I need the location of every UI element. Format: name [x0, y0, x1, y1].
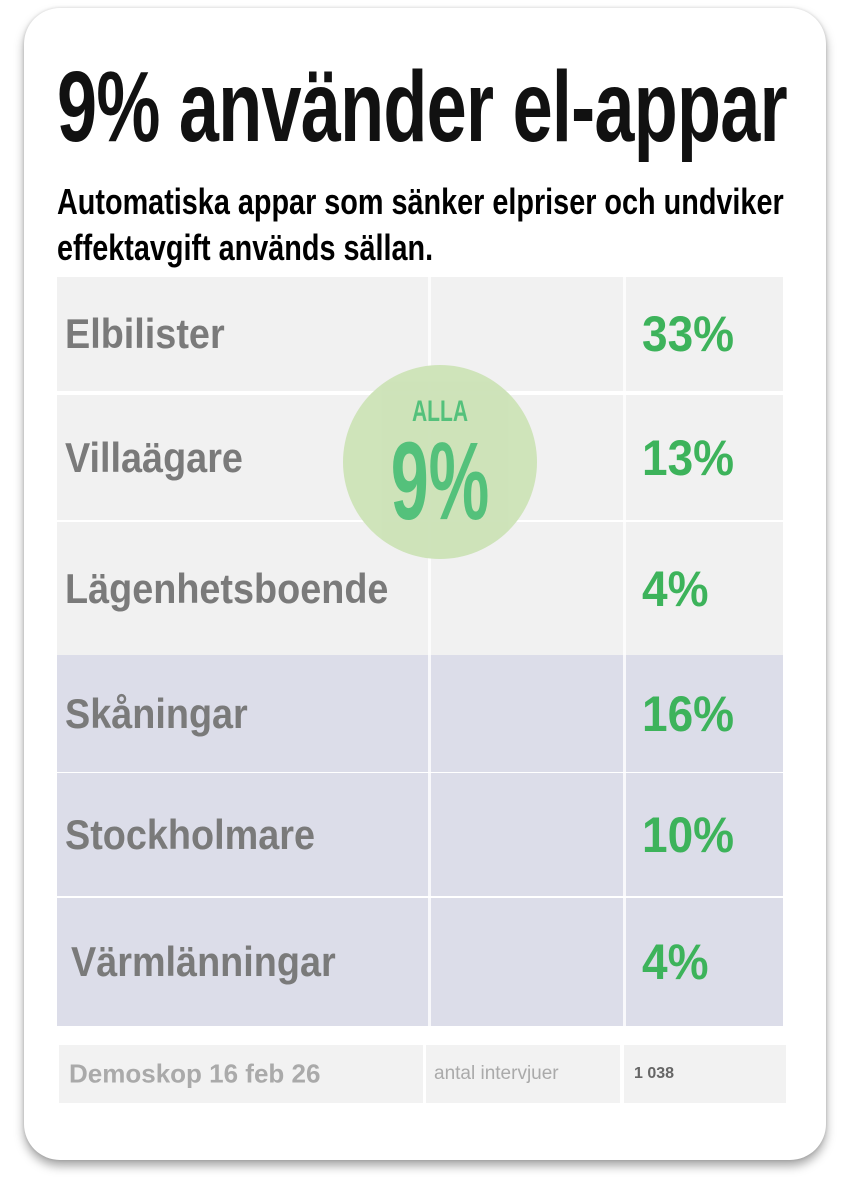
- column-divider: [428, 898, 431, 1026]
- subtitle-line-2: effektavgift används sällan.: [57, 227, 434, 268]
- column-divider: [623, 655, 626, 772]
- row-label: Stockholmare: [65, 810, 315, 858]
- row-value: 10%: [642, 806, 735, 863]
- column-divider: [428, 277, 431, 391]
- row-label: Villaägare: [65, 433, 243, 481]
- column-divider: [428, 773, 431, 896]
- column-divider: [428, 655, 431, 772]
- row-label: Skåningar: [65, 689, 248, 737]
- column-divider: [623, 395, 626, 520]
- subtitle-line-1: Automatiska appar som sänker elpriser oc…: [57, 181, 784, 222]
- column-divider: [623, 898, 626, 1026]
- footer-source-cell: Demoskop 16 feb 26: [59, 1045, 423, 1103]
- row-label: Lägenhetsboende: [65, 564, 389, 612]
- row-value: 4%: [642, 560, 709, 617]
- row-label: Elbilister: [65, 310, 225, 357]
- overall-value: 9%: [390, 420, 490, 543]
- row-value: 13%: [642, 429, 735, 486]
- row-label: Värmlänningar: [71, 938, 336, 985]
- row-value: 16%: [642, 685, 735, 742]
- table-row: Värmlänningar 4%: [57, 898, 783, 1026]
- footer-count-label-cell: antal intervjuer: [426, 1045, 620, 1103]
- overall-label: ALLA: [412, 395, 468, 428]
- overall-badge: ALLA 9%: [343, 365, 537, 559]
- table-row: Skåningar 16%: [57, 655, 783, 772]
- page-title: 9% använder el-appar: [57, 51, 788, 163]
- row-value: 4%: [642, 934, 709, 990]
- table-row: Stockholmare 10%: [57, 773, 783, 896]
- column-divider: [623, 277, 626, 391]
- column-divider: [623, 773, 626, 896]
- row-value: 33%: [642, 306, 735, 362]
- footer-count-cell: 1 038: [624, 1045, 786, 1103]
- footer-source: Demoskop 16 feb 26: [69, 1058, 321, 1089]
- table-row: Elbilister 33%: [57, 277, 783, 391]
- column-divider: [623, 522, 626, 655]
- footer-count: 1 038: [634, 1065, 675, 1082]
- column-divider: [428, 522, 431, 655]
- footer-count-label: antal intervjuer: [434, 1063, 559, 1084]
